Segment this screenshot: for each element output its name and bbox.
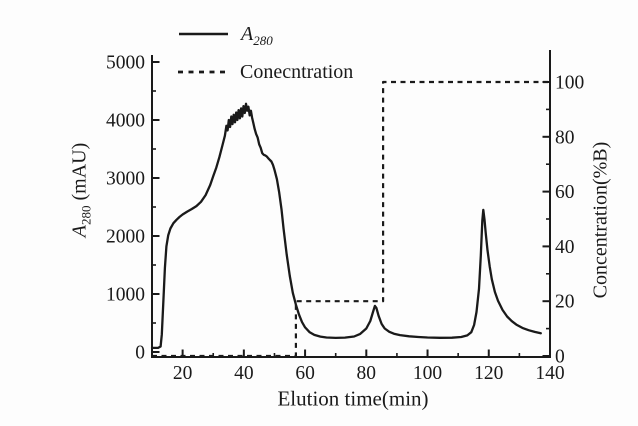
legend-item-concentration: Conecntration bbox=[177, 61, 353, 83]
x-axis-ticks: 20 40 60 80 100 120 140 bbox=[173, 349, 565, 384]
svg-text:2000: 2000 bbox=[106, 227, 145, 248]
y-axis-label-right: Concentration(%B) bbox=[589, 141, 612, 299]
svg-text:80: 80 bbox=[555, 127, 575, 148]
svg-text:100: 100 bbox=[555, 73, 584, 94]
svg-text:0: 0 bbox=[135, 343, 145, 364]
legend-item-a280: A280 bbox=[178, 23, 273, 48]
y-axis-label-left: A280 (mAU) bbox=[68, 142, 94, 238]
svg-text:3000: 3000 bbox=[106, 169, 145, 190]
svg-text:20: 20 bbox=[173, 363, 193, 384]
legend-label-a280: A280 bbox=[241, 23, 273, 48]
svg-text:60: 60 bbox=[295, 363, 315, 384]
svg-text:140: 140 bbox=[535, 363, 564, 384]
concentration-curve bbox=[152, 80, 550, 358]
a280-curve bbox=[150, 102, 542, 350]
x-axis-label: Elution time(min) bbox=[277, 386, 429, 411]
solid-line-swatch bbox=[179, 32, 228, 36]
svg-text:20: 20 bbox=[555, 292, 575, 313]
y-right-ticks: 0 20 40 60 80 100 bbox=[542, 73, 584, 368]
svg-text:0: 0 bbox=[555, 347, 565, 368]
axis-frame bbox=[151, 50, 551, 358]
dashed-line-swatch bbox=[178, 70, 229, 74]
svg-text:40: 40 bbox=[555, 237, 575, 258]
svg-text:60: 60 bbox=[555, 182, 575, 203]
svg-text:4000: 4000 bbox=[106, 111, 145, 132]
svg-text:40: 40 bbox=[234, 363, 254, 384]
legend-label-concentration: Conecntration bbox=[240, 61, 354, 83]
svg-text:100: 100 bbox=[413, 363, 442, 384]
y-left-ticks: 0 1000 2000 3000 4000 5000 bbox=[106, 53, 160, 364]
svg-text:5000: 5000 bbox=[106, 53, 145, 74]
svg-text:1000: 1000 bbox=[106, 285, 145, 306]
svg-text:80: 80 bbox=[357, 363, 377, 384]
svg-text:120: 120 bbox=[474, 363, 503, 384]
